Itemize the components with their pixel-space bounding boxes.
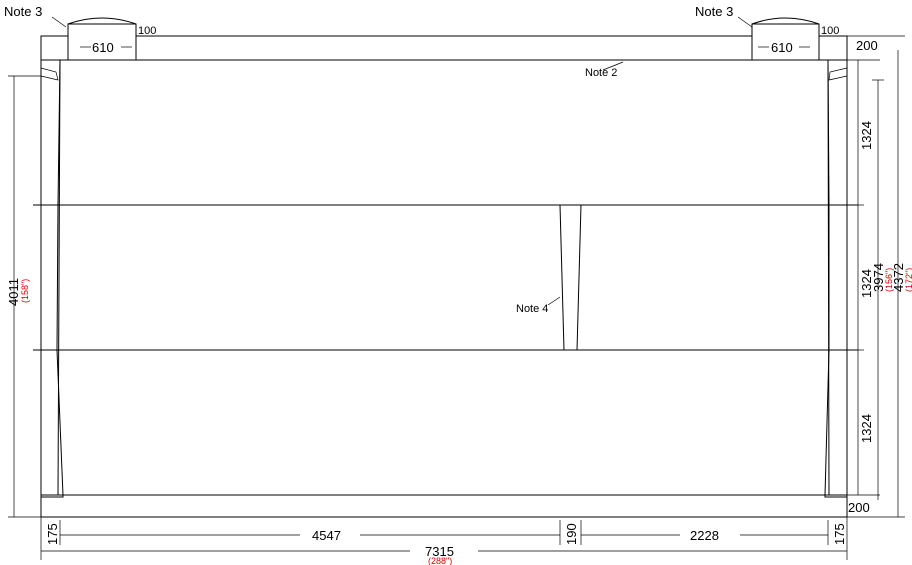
baffle-wall — [559, 204, 582, 351]
note4-label: Note 4 — [516, 303, 548, 315]
left-wall — [40, 59, 64, 498]
wall-left-dim: 175 — [45, 523, 60, 545]
inner-height-in: (156") — [884, 268, 894, 292]
bottom-slab — [40, 494, 848, 518]
riser-right-dim: 100 — [821, 25, 839, 37]
riser-left — [67, 17, 137, 61]
baffle-dim: 190 — [564, 523, 579, 545]
left-height-in: (158") — [20, 279, 30, 303]
top-slab-middle — [135, 35, 753, 61]
total-length-dim: 7315 — [425, 544, 454, 559]
note3-left-label: Note 3 — [4, 4, 42, 19]
section-2-dim: 1324 — [859, 269, 874, 298]
inner-height-dim: 3974 — [871, 263, 886, 292]
top-slab-dim: 200 — [856, 38, 878, 53]
outer-height-in: (172") — [904, 268, 912, 292]
span-right-dim: 2228 — [690, 528, 719, 543]
note2-label: Note 2 — [585, 67, 617, 79]
section-3-dim: 1324 — [859, 414, 874, 443]
total-length-in: (288") — [428, 556, 452, 565]
bottom-slab-dim: 200 — [848, 500, 870, 515]
riser-left-dim: 100 — [138, 25, 156, 37]
top-slab-left — [40, 35, 69, 61]
dimension-lines — [8, 16, 905, 560]
opening-right-dim: 610 — [771, 40, 793, 55]
left-height-dim: 4011 — [6, 278, 21, 306]
riser-right — [751, 17, 820, 61]
wall-right-dim: 175 — [832, 523, 847, 545]
span-left-dim: 4547 — [312, 528, 341, 543]
top-slab-right — [818, 35, 848, 61]
section-1-dim: 1324 — [859, 121, 874, 150]
outer-height-dim: 4372 — [891, 263, 906, 292]
tank-walls — [40, 35, 848, 518]
opening-left-dim: 610 — [92, 40, 114, 55]
note3-right-label: Note 3 — [695, 4, 733, 19]
